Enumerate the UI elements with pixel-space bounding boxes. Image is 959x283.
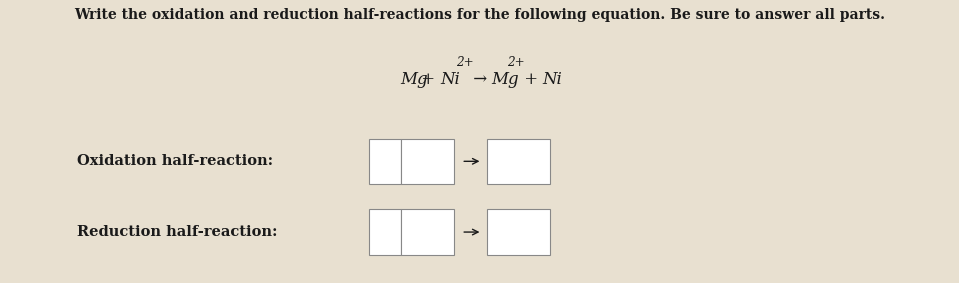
Text: →: → bbox=[468, 71, 492, 88]
Text: Mg: Mg bbox=[491, 71, 519, 88]
Text: Ni: Ni bbox=[440, 71, 460, 88]
Bar bbox=[487, 209, 550, 255]
Text: Mg: Mg bbox=[400, 71, 428, 88]
Bar bbox=[369, 139, 401, 184]
Text: +: + bbox=[416, 71, 441, 88]
Text: Reduction half-reaction:: Reduction half-reaction: bbox=[77, 225, 277, 239]
Text: 2+: 2+ bbox=[456, 56, 474, 69]
Bar bbox=[369, 209, 401, 255]
Text: Ni: Ni bbox=[543, 71, 563, 88]
Text: Write the oxidation and reduction half-reactions for the following equation. Be : Write the oxidation and reduction half-r… bbox=[74, 8, 885, 22]
Bar bbox=[401, 139, 454, 184]
Bar bbox=[487, 139, 550, 184]
Text: 2+: 2+ bbox=[507, 56, 525, 69]
Text: Oxidation half-reaction:: Oxidation half-reaction: bbox=[77, 154, 273, 168]
Bar bbox=[401, 209, 454, 255]
Text: +: + bbox=[519, 71, 543, 88]
